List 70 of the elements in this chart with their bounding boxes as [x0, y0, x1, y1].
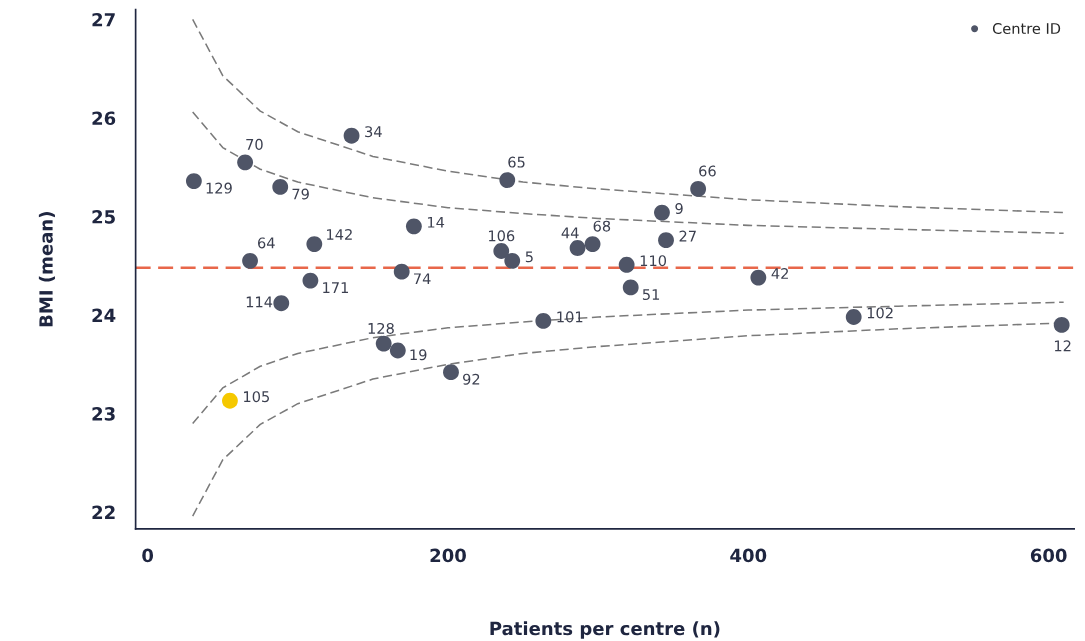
annotation: 106: [488, 230, 515, 242]
y-tick-label: 25: [92, 209, 115, 224]
y-tick-label: 24: [92, 308, 116, 322]
annotation: 27: [679, 230, 696, 242]
annotation: 14: [427, 216, 445, 228]
annotation: 129: [206, 182, 232, 194]
annotation: 44: [561, 227, 579, 239]
annotation: 142: [327, 228, 352, 240]
point: [499, 172, 516, 188]
point: [343, 127, 360, 144]
y-axis-title: BMI (mean): [38, 212, 55, 327]
annotation: 65: [508, 156, 525, 168]
annotation: 70: [246, 138, 263, 150]
annotation: 66: [699, 165, 716, 177]
annotation: 19: [410, 349, 427, 361]
point: [185, 173, 202, 189]
annotation: 128: [368, 322, 394, 334]
y-tick-label: 26: [92, 111, 116, 126]
annotation: 102: [867, 307, 893, 319]
point: [302, 272, 319, 289]
annotation: 9: [675, 202, 683, 215]
point: [405, 218, 422, 235]
point: [375, 335, 392, 352]
y-tick-label: 27: [92, 12, 115, 27]
point: [569, 240, 586, 256]
point: [393, 263, 410, 280]
annotation: 51: [642, 289, 660, 301]
point: [750, 269, 767, 286]
annotation: 74: [414, 273, 431, 285]
y-tick-label: 23: [92, 407, 115, 421]
point: [584, 236, 601, 253]
y-tick-label: 22: [92, 505, 115, 519]
annotation: 105: [244, 391, 269, 403]
point: [306, 236, 323, 253]
point: [622, 279, 639, 296]
point: [443, 364, 459, 381]
x-tick-label: 200: [430, 548, 466, 563]
annotation: 12: [1054, 340, 1071, 352]
annotation: 110: [640, 255, 667, 267]
annotation: 79: [292, 188, 309, 200]
point: [493, 243, 510, 259]
point: [504, 252, 521, 269]
point: [222, 392, 238, 409]
point: [242, 252, 258, 269]
annotation: 34: [365, 126, 382, 138]
annotation: 42: [771, 268, 788, 279]
point: [1053, 316, 1070, 333]
annotation: 171: [323, 282, 349, 293]
annotation: 5: [525, 251, 533, 263]
legend-label: Centre ID: [992, 23, 1061, 35]
point: [237, 154, 254, 171]
point: [389, 342, 406, 359]
point: [618, 256, 635, 273]
annotation: 92: [463, 373, 480, 385]
point: [272, 179, 289, 195]
point: [535, 313, 552, 329]
point: [690, 181, 707, 197]
x-axis-title: Patients per centre (n): [490, 621, 720, 639]
point: [658, 232, 674, 249]
x-tick-label: 0: [142, 548, 154, 563]
annotation: 64: [258, 237, 275, 249]
annotation: 68: [593, 220, 611, 232]
x-tick-label: 400: [730, 548, 767, 563]
annotation: 114: [246, 296, 273, 308]
point: [845, 309, 862, 325]
x-tick-label: 600: [1030, 548, 1067, 563]
point: [273, 295, 290, 312]
point: [654, 204, 670, 221]
line-series: [191, 18, 1065, 214]
annotation: 101: [557, 311, 583, 323]
